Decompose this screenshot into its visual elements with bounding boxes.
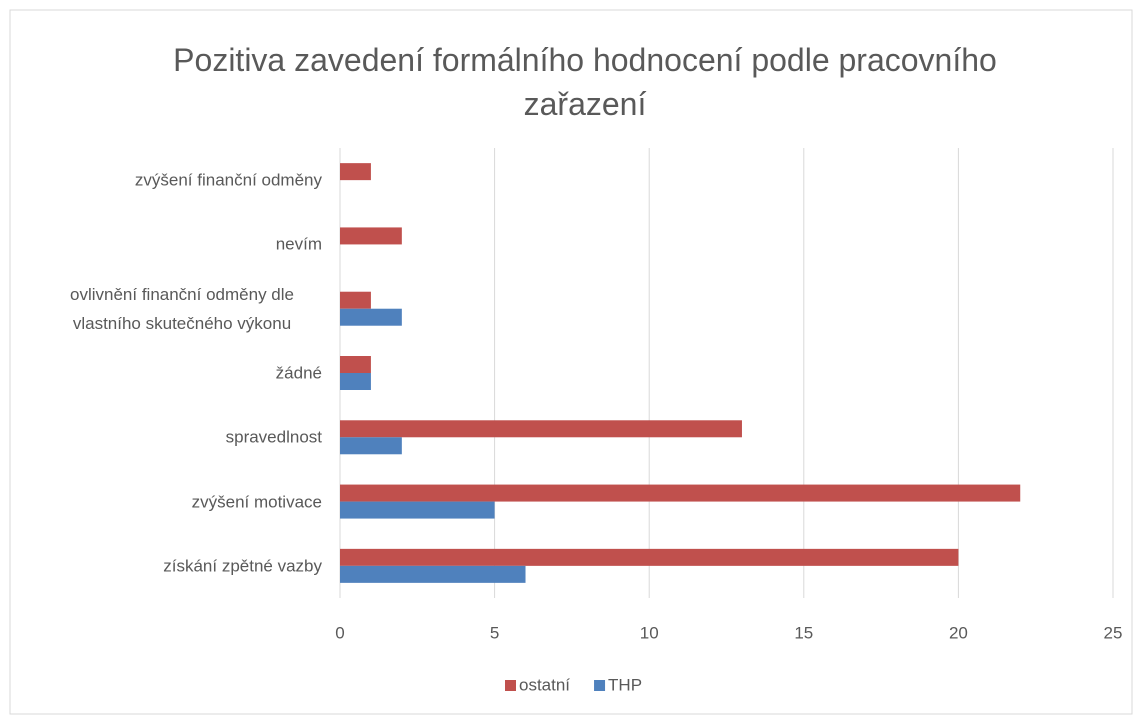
x-tick-label: 20 bbox=[949, 623, 968, 642]
x-tick-label: 0 bbox=[335, 623, 344, 642]
y-tick-label: žádné bbox=[275, 363, 322, 383]
y-tick-label-box: zvýšení motivace bbox=[42, 487, 322, 516]
y-tick-label: spravedlnost bbox=[225, 427, 322, 447]
y-tick-label-box: nevím bbox=[42, 230, 322, 259]
bar bbox=[340, 437, 402, 455]
y-tick-label-box: zvýšení finanční odměny bbox=[42, 166, 322, 195]
chart-border bbox=[9, 9, 1133, 715]
y-tick-label: nevím bbox=[275, 234, 322, 254]
bar bbox=[340, 356, 371, 373]
bar bbox=[340, 163, 371, 181]
y-tick-label: získání zpětné vazby bbox=[163, 556, 322, 576]
y-tick-label-box: ovlivnění finanční odměny dle vlastního … bbox=[42, 280, 322, 338]
y-tick-label-box: žádné bbox=[42, 359, 322, 388]
x-tick-label: 10 bbox=[640, 623, 659, 642]
y-tick-label: zvýšení finanční odměny bbox=[134, 170, 322, 190]
bar bbox=[340, 420, 742, 438]
y-tick-label-box: spravedlnost bbox=[42, 423, 322, 452]
bar bbox=[340, 227, 402, 245]
bar bbox=[340, 501, 495, 519]
bar bbox=[340, 484, 1021, 502]
y-tick-label-box: získání zpětné vazby bbox=[42, 551, 322, 580]
bar bbox=[340, 291, 371, 309]
x-tick-label: 25 bbox=[1104, 623, 1123, 642]
x-tick-label: 15 bbox=[794, 623, 813, 642]
legend-swatch bbox=[505, 680, 516, 691]
y-tick-label: zvýšení motivace bbox=[191, 492, 322, 512]
bar bbox=[340, 565, 526, 583]
bar bbox=[340, 373, 371, 390]
bar bbox=[340, 308, 402, 326]
legend-label: ostatní bbox=[519, 675, 570, 694]
x-tick-label: 5 bbox=[490, 623, 499, 642]
legend-label: THP bbox=[608, 675, 642, 694]
bar bbox=[340, 548, 959, 566]
chart-title: Pozitiva zavedení formálního hodnocení p… bbox=[173, 42, 997, 122]
y-tick-label: ovlivnění finanční odměny dle vlastního … bbox=[70, 284, 294, 333]
legend-swatch bbox=[594, 680, 606, 691]
